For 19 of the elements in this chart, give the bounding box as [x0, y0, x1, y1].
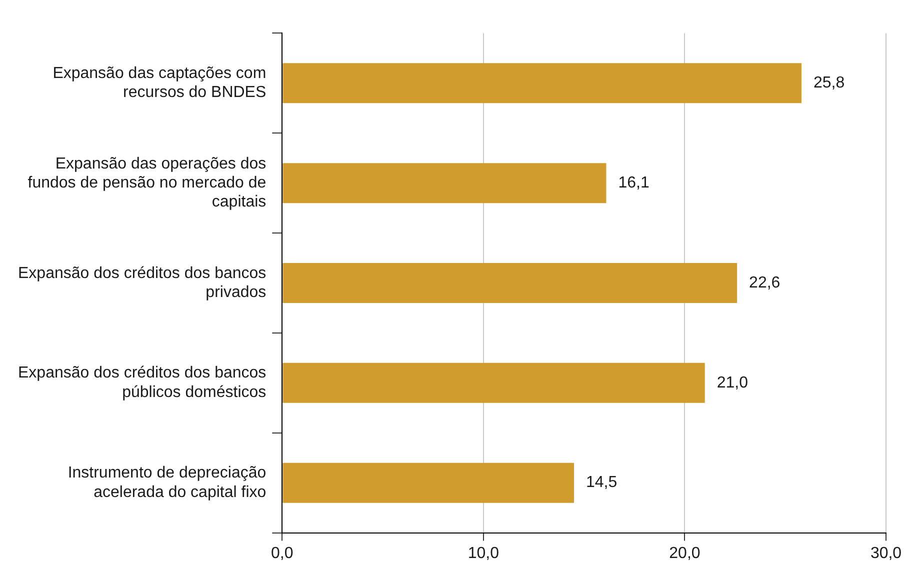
x-tick-label: 10,0 — [468, 544, 500, 562]
bar — [282, 263, 738, 303]
x-tick-label: 0,0 — [271, 544, 294, 562]
bar — [282, 163, 606, 204]
y-tick-label: Instrumento de depreciação acelerada do capital fixo — [68, 464, 266, 501]
y-tick-label: Expansão dos créditos dos bancos públicos domésticos — [18, 364, 266, 401]
data-label: 16,1 — [618, 174, 650, 192]
y-tick-label: Expansão dos créditos dos bancos privados — [18, 264, 266, 302]
y-tick-label: Expansão das captações com recursos do BNDES — [52, 64, 266, 102]
x-tick-label: 30,0 — [870, 544, 902, 562]
data-label: 22,6 — [749, 274, 780, 292]
data-label: 14,5 — [586, 474, 618, 492]
bar — [282, 462, 574, 503]
bar — [282, 362, 705, 403]
data-label: 25,8 — [813, 74, 845, 92]
data-label: 21,0 — [716, 374, 748, 392]
y-tick-label: Expansão das operações dos fundos de pensão no mercado de capitais — [28, 155, 266, 211]
x-tick-label: 20,0 — [669, 544, 700, 562]
bar — [282, 63, 802, 104]
